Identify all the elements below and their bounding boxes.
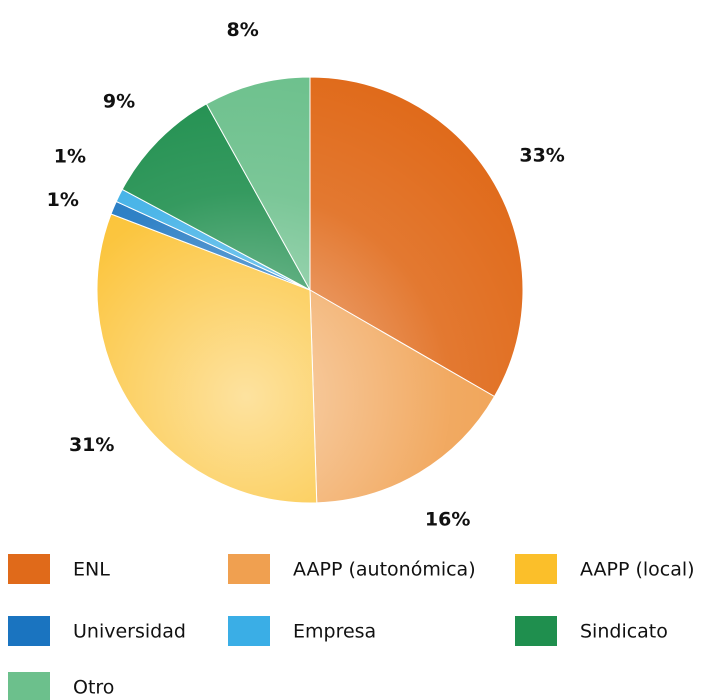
legend-label: Sindicato (580, 621, 668, 643)
legend-label: AAPP (local) (580, 559, 695, 581)
legend-swatch (8, 672, 50, 700)
legend-label: Universidad (73, 621, 186, 643)
legend-swatch (8, 554, 50, 584)
legend-label: AAPP (autonómica) (293, 559, 476, 581)
slice-label: 33% (519, 145, 564, 167)
legend-swatch (228, 554, 270, 584)
legend-label: Empresa (293, 621, 376, 643)
slice-label: 8% (227, 19, 259, 41)
slice-label: 1% (54, 145, 86, 167)
legend-swatch (228, 616, 270, 646)
slice-label: 31% (69, 434, 114, 456)
slice-label: 9% (103, 91, 135, 113)
legend-swatch (515, 554, 557, 584)
legend-label: ENL (73, 559, 110, 581)
slice-label: 1% (47, 189, 79, 211)
legend-swatch (8, 616, 50, 646)
slice-label: 16% (425, 508, 470, 530)
legend-label: Otro (73, 677, 114, 699)
legend-swatch (515, 616, 557, 646)
